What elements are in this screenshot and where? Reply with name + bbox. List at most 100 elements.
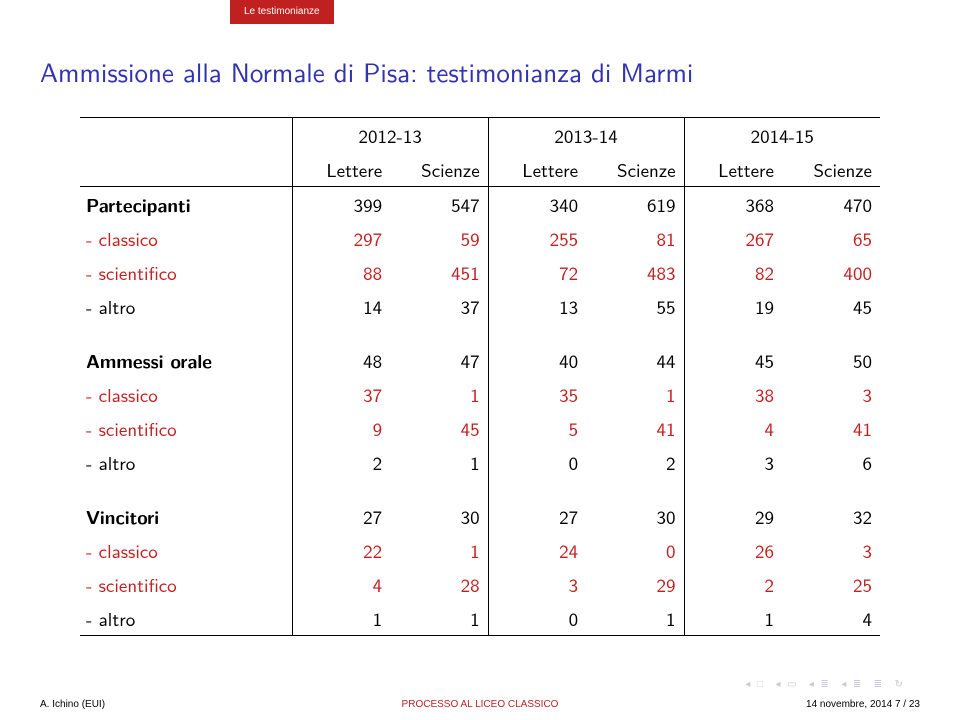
cell: 82 <box>684 255 782 289</box>
cell: 4 <box>782 601 880 636</box>
cell: 1 <box>390 445 488 479</box>
table-row: - scientifico428329225 <box>80 567 880 601</box>
year-header: 2012-13 <box>292 118 488 153</box>
subcol-header: Lettere <box>292 152 390 187</box>
cell: 81 <box>586 221 684 255</box>
cell: 6 <box>782 445 880 479</box>
cell: 47 <box>390 343 488 377</box>
table-row: - scientifico884517248382400 <box>80 255 880 289</box>
table-row: Vincitori273027302932 <box>80 499 880 533</box>
cell: 1 <box>684 601 782 636</box>
cell: 45 <box>684 343 782 377</box>
cell: 41 <box>586 411 684 445</box>
subcol-header: Lettere <box>684 152 782 187</box>
cell: 9 <box>292 411 390 445</box>
table-row: - altro110114 <box>80 601 880 636</box>
cell: 267 <box>684 221 782 255</box>
cell: 19 <box>684 289 782 323</box>
row-label: - classico <box>80 533 292 567</box>
cell: 59 <box>390 221 488 255</box>
cell: 3 <box>488 567 586 601</box>
cell: 3 <box>782 533 880 567</box>
cell: 5 <box>488 411 586 445</box>
row-label: Partecipanti <box>80 187 292 222</box>
nav-back-icon: ◂ □ <box>745 679 765 690</box>
cell: 1 <box>390 377 488 411</box>
page-title: Ammissione alla Normale di Pisa: testimo… <box>40 52 960 91</box>
cell: 1 <box>586 377 684 411</box>
nav-sub2-icon: ◂ ≣ <box>841 679 863 690</box>
table-row: - altro210236 <box>80 445 880 479</box>
subcol-header: Scienze <box>586 152 684 187</box>
cell: 340 <box>488 187 586 222</box>
cell: 2 <box>586 445 684 479</box>
cell: 37 <box>292 377 390 411</box>
cell: 30 <box>390 499 488 533</box>
cell: 1 <box>390 601 488 636</box>
cell: 29 <box>586 567 684 601</box>
cell: 65 <box>782 221 880 255</box>
row-label: - scientifico <box>80 411 292 445</box>
nav-icons: ◂ □ ◂ ▭ ◂ ≣ ◂ ≣ ≣ ↻ <box>742 679 908 690</box>
cell: 2 <box>684 567 782 601</box>
nav-next-icon: ◂ ▭ <box>775 679 798 690</box>
header-band: Le testimonianze <box>0 0 960 24</box>
cell: 0 <box>488 445 586 479</box>
table-row: - classico221240263 <box>80 533 880 567</box>
row-label: - scientifico <box>80 255 292 289</box>
table-row: Partecipanti399547340619368470 <box>80 187 880 222</box>
cell: 27 <box>488 499 586 533</box>
cell: 27 <box>292 499 390 533</box>
row-label: - altro <box>80 601 292 636</box>
cell: 22 <box>292 533 390 567</box>
row-label: Ammessi orale <box>80 343 292 377</box>
subcol-header: Scienze <box>390 152 488 187</box>
cell: 41 <box>782 411 880 445</box>
cell: 547 <box>390 187 488 222</box>
footer-author: A. Ichino (EUI) <box>40 699 105 710</box>
row-label: - scientifico <box>80 567 292 601</box>
section-tag: Le testimonianze <box>230 0 334 24</box>
cell: 368 <box>684 187 782 222</box>
nav-sub-icon: ◂ ≣ <box>809 679 831 690</box>
subcol-header: Scienze <box>782 152 880 187</box>
cell: 297 <box>292 221 390 255</box>
cell: 2 <box>292 445 390 479</box>
cell: 255 <box>488 221 586 255</box>
cell: 26 <box>684 533 782 567</box>
cell: 0 <box>586 533 684 567</box>
row-label: - classico <box>80 221 292 255</box>
data-table: 2012-132013-142014-15LettereScienzeLette… <box>80 117 880 636</box>
cell: 28 <box>390 567 488 601</box>
cell: 14 <box>292 289 390 323</box>
cell: 88 <box>292 255 390 289</box>
cell: 400 <box>782 255 880 289</box>
row-label: - altro <box>80 289 292 323</box>
cell: 1 <box>292 601 390 636</box>
cell: 3 <box>782 377 880 411</box>
footer: ◂ □ ◂ ▭ ◂ ≣ ◂ ≣ ≣ ↻ A. Ichino (EUI) PROC… <box>0 688 960 714</box>
nav-eq-icon: ≣ <box>874 679 884 690</box>
cell: 35 <box>488 377 586 411</box>
cell: 13 <box>488 289 586 323</box>
cell: 1 <box>586 601 684 636</box>
cell: 483 <box>586 255 684 289</box>
table-row: - scientifico945541441 <box>80 411 880 445</box>
cell: 24 <box>488 533 586 567</box>
table-row: - classico297592558126765 <box>80 221 880 255</box>
cell: 1 <box>390 533 488 567</box>
cell: 32 <box>782 499 880 533</box>
cell: 29 <box>684 499 782 533</box>
cell: 45 <box>390 411 488 445</box>
cell: 50 <box>782 343 880 377</box>
year-header: 2013-14 <box>488 118 684 153</box>
cell: 44 <box>586 343 684 377</box>
cell: 4 <box>292 567 390 601</box>
row-label: - altro <box>80 445 292 479</box>
table-row: Ammessi orale484740444550 <box>80 343 880 377</box>
cell: 451 <box>390 255 488 289</box>
cell: 3 <box>684 445 782 479</box>
cell: 72 <box>488 255 586 289</box>
row-label: - classico <box>80 377 292 411</box>
cell: 40 <box>488 343 586 377</box>
